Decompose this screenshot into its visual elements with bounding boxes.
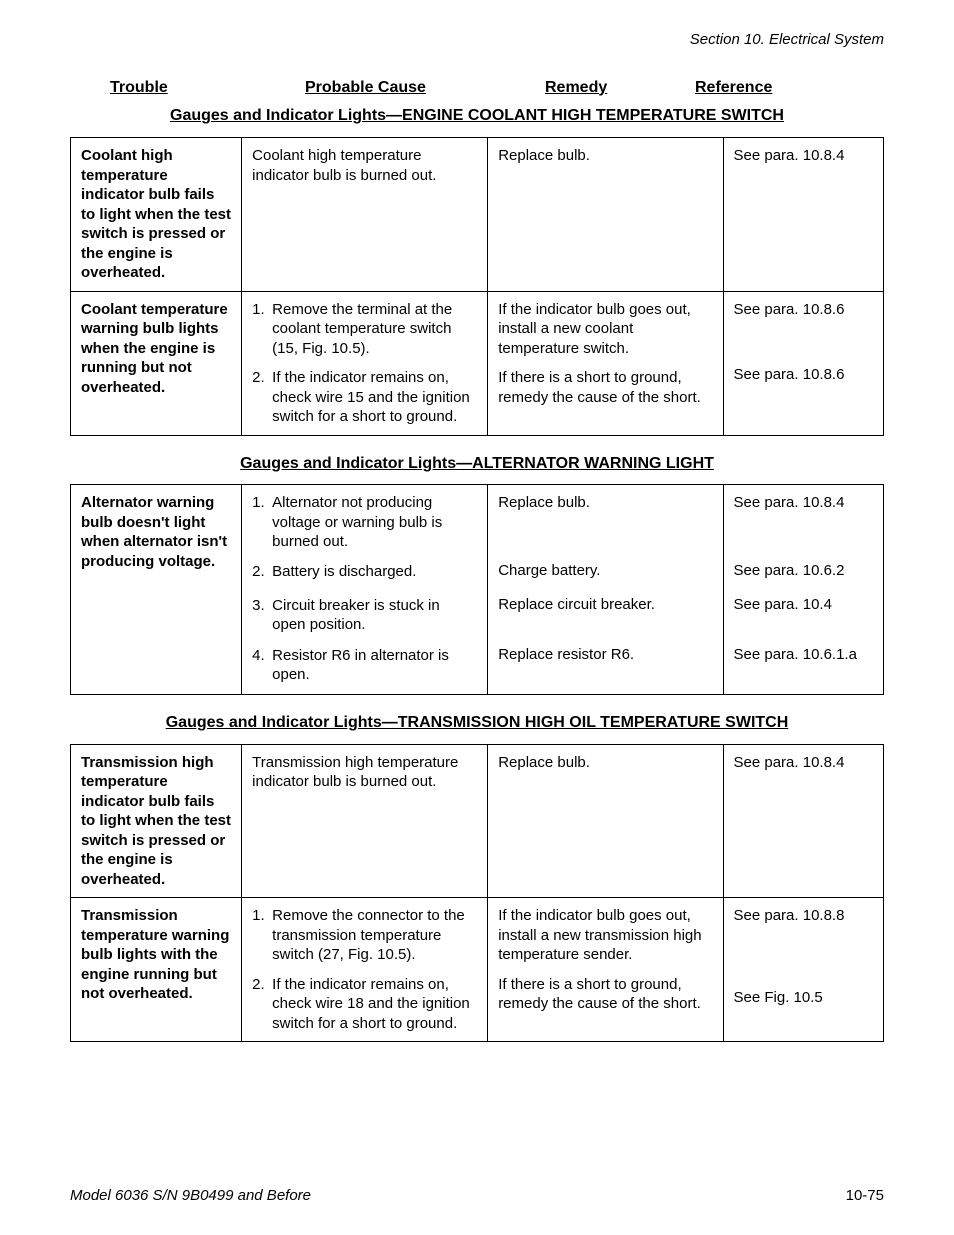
cause-text: Alternator not producing voltage or warn… <box>272 493 477 552</box>
ref-text: See para. 10.8.6 <box>734 365 873 385</box>
remedy-text: Replace bulb. <box>498 493 712 551</box>
remedy-text: Charge battery. <box>498 561 712 585</box>
table-row: Transmission high temperature indicator … <box>71 744 884 898</box>
cause-cell: 1.Remove the connector to the transmissi… <box>242 898 488 1042</box>
col-reference: Reference <box>695 78 844 99</box>
cause-cell: 1.Alternator not producing voltage or wa… <box>242 485 488 695</box>
column-headers: Trouble Probable Cause Remedy Reference <box>70 78 884 99</box>
ref-text: See para. 10.6.1.a <box>734 645 873 685</box>
cause-text: Remove the terminal at the coolant tempe… <box>272 300 477 359</box>
section-header: Section 10. Electrical System <box>70 30 884 50</box>
section-title: Gauges and Indicator Lights—ALTERNATOR W… <box>70 454 884 475</box>
cause-text: If the indicator remains on, check wire … <box>272 975 477 1034</box>
ref-cell: See para. 10.8.4 <box>723 744 883 898</box>
ref-text: See Fig. 10.5 <box>734 988 873 1008</box>
section-title: Gauges and Indicator Lights—ENGINE COOLA… <box>70 106 884 127</box>
cause-num: 1. <box>252 493 272 552</box>
trouble-cell: Coolant high temperature indicator bulb … <box>71 138 242 292</box>
remedy-cell: If the indicator bulb goes out, install … <box>488 291 723 435</box>
table-row: Coolant high temperature indicator bulb … <box>71 138 884 292</box>
table-row: Coolant temperature warning bulb lights … <box>71 291 884 435</box>
section-title: Gauges and Indicator Lights—TRANSMISSION… <box>70 713 884 734</box>
ref-cell: See para. 10.8.6 See para. 10.8.6 <box>723 291 883 435</box>
page-footer: Model 6036 S/N 9B0499 and Before 10-75 <box>70 1186 884 1206</box>
ref-text: See para. 10.8.4 <box>734 146 873 166</box>
cause-text: Battery is discharged. <box>272 562 477 586</box>
cause-text: If the indicator remains on, check wire … <box>272 368 477 427</box>
ref-text: See para. 10.8.4 <box>734 493 873 551</box>
cause-cell: 1.Remove the terminal at the coolant tem… <box>242 291 488 435</box>
footer-page: 10-75 <box>846 1186 884 1206</box>
remedy-cell: Replace bulb. <box>488 138 723 292</box>
remedy-text: If there is a short to ground, remedy th… <box>498 368 712 407</box>
cause-num: 1. <box>252 906 272 965</box>
col-trouble: Trouble <box>110 78 305 99</box>
ref-text: See para. 10.6.2 <box>734 561 873 585</box>
troubleshoot-table: Transmission high temperature indicator … <box>70 744 884 1043</box>
cause-num: 3. <box>252 596 272 636</box>
ref-text: See para. 10.8.8 <box>734 906 873 926</box>
trouble-cell: Alternator warning bulb doesn't light wh… <box>71 485 242 695</box>
remedy-cell: Replace bulb. <box>488 744 723 898</box>
ref-cell: See para. 10.8.4 <box>723 138 883 292</box>
ref-cell: See para. 10.8.4 See para. 10.6.2 See pa… <box>723 485 883 695</box>
col-remedy: Remedy <box>545 78 695 99</box>
table-row: Alternator warning bulb doesn't light wh… <box>71 485 884 695</box>
col-cause: Probable Cause <box>305 78 545 99</box>
trouble-cell: Transmission high temperature indicator … <box>71 744 242 898</box>
remedy-text: If the indicator bulb goes out, install … <box>498 906 712 965</box>
ref-text: See para. 10.8.4 <box>734 753 873 773</box>
cause-num: 2. <box>252 975 272 1034</box>
cause-text: Circuit breaker is stuck in open positio… <box>272 596 477 636</box>
cause-num: 1. <box>252 300 272 359</box>
trouble-cell: Coolant temperature warning bulb lights … <box>71 291 242 435</box>
cause-num: 2. <box>252 562 272 586</box>
cause-text: Coolant high temperature indicator bulb … <box>252 146 477 185</box>
cause-num: 2. <box>252 368 272 427</box>
remedy-cell: Replace bulb. Charge battery. Replace ci… <box>488 485 723 695</box>
cause-text: Remove the connector to the transmission… <box>272 906 477 965</box>
ref-cell: See para. 10.8.8 See Fig. 10.5 <box>723 898 883 1042</box>
remedy-text: If the indicator bulb goes out, install … <box>498 300 712 359</box>
remedy-text: Replace resistor R6. <box>498 645 712 685</box>
footer-model: Model 6036 S/N 9B0499 and Before <box>70 1186 311 1206</box>
cause-cell: Transmission high temperature indicator … <box>242 744 488 898</box>
ref-text: See para. 10.8.6 <box>734 300 873 320</box>
cause-text: Resistor R6 in alternator is open. <box>272 646 477 686</box>
cause-num: 4. <box>252 646 272 686</box>
remedy-text: If there is a short to ground, remedy th… <box>498 975 712 1014</box>
table-row: Transmission temperature warning bulb li… <box>71 898 884 1042</box>
remedy-text: Replace circuit breaker. <box>498 595 712 635</box>
remedy-text: Replace bulb. <box>498 753 712 773</box>
cause-text: Transmission high temperature indicator … <box>252 753 477 792</box>
troubleshoot-table: Coolant high temperature indicator bulb … <box>70 137 884 436</box>
troubleshoot-table: Alternator warning bulb doesn't light wh… <box>70 484 884 695</box>
ref-text: See para. 10.4 <box>734 595 873 635</box>
remedy-text: Replace bulb. <box>498 146 712 166</box>
trouble-cell: Transmission temperature warning bulb li… <box>71 898 242 1042</box>
cause-cell: Coolant high temperature indicator bulb … <box>242 138 488 292</box>
remedy-cell: If the indicator bulb goes out, install … <box>488 898 723 1042</box>
